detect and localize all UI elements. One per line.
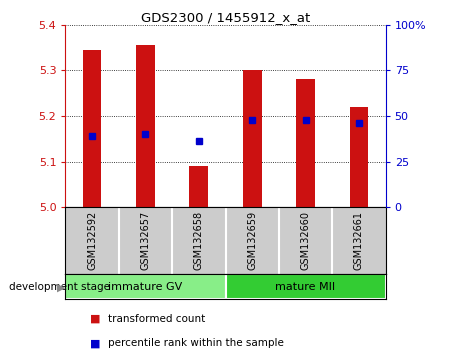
- Title: GDS2300 / 1455912_x_at: GDS2300 / 1455912_x_at: [141, 11, 310, 24]
- Bar: [296, 80, 315, 207]
- Text: ■: ■: [90, 314, 101, 324]
- Bar: [350, 107, 368, 207]
- Bar: [189, 166, 208, 207]
- Text: GSM132660: GSM132660: [300, 211, 311, 270]
- Text: GSM132658: GSM132658: [194, 211, 204, 270]
- Text: percentile rank within the sample: percentile rank within the sample: [108, 338, 284, 348]
- Text: development stage: development stage: [9, 282, 110, 292]
- Text: GSM132592: GSM132592: [87, 211, 97, 270]
- Text: mature MII: mature MII: [276, 282, 336, 292]
- Text: GSM132657: GSM132657: [140, 211, 151, 270]
- Text: ▶: ▶: [57, 282, 65, 292]
- Bar: [83, 50, 101, 207]
- Text: transformed count: transformed count: [108, 314, 206, 324]
- Bar: [226, 274, 386, 299]
- Text: GSM132661: GSM132661: [354, 211, 364, 270]
- Text: GSM132659: GSM132659: [247, 211, 257, 270]
- Text: immature GV: immature GV: [108, 282, 183, 292]
- Bar: [243, 70, 262, 207]
- Bar: [136, 45, 155, 207]
- Bar: [65, 274, 226, 299]
- Text: ■: ■: [90, 338, 101, 348]
